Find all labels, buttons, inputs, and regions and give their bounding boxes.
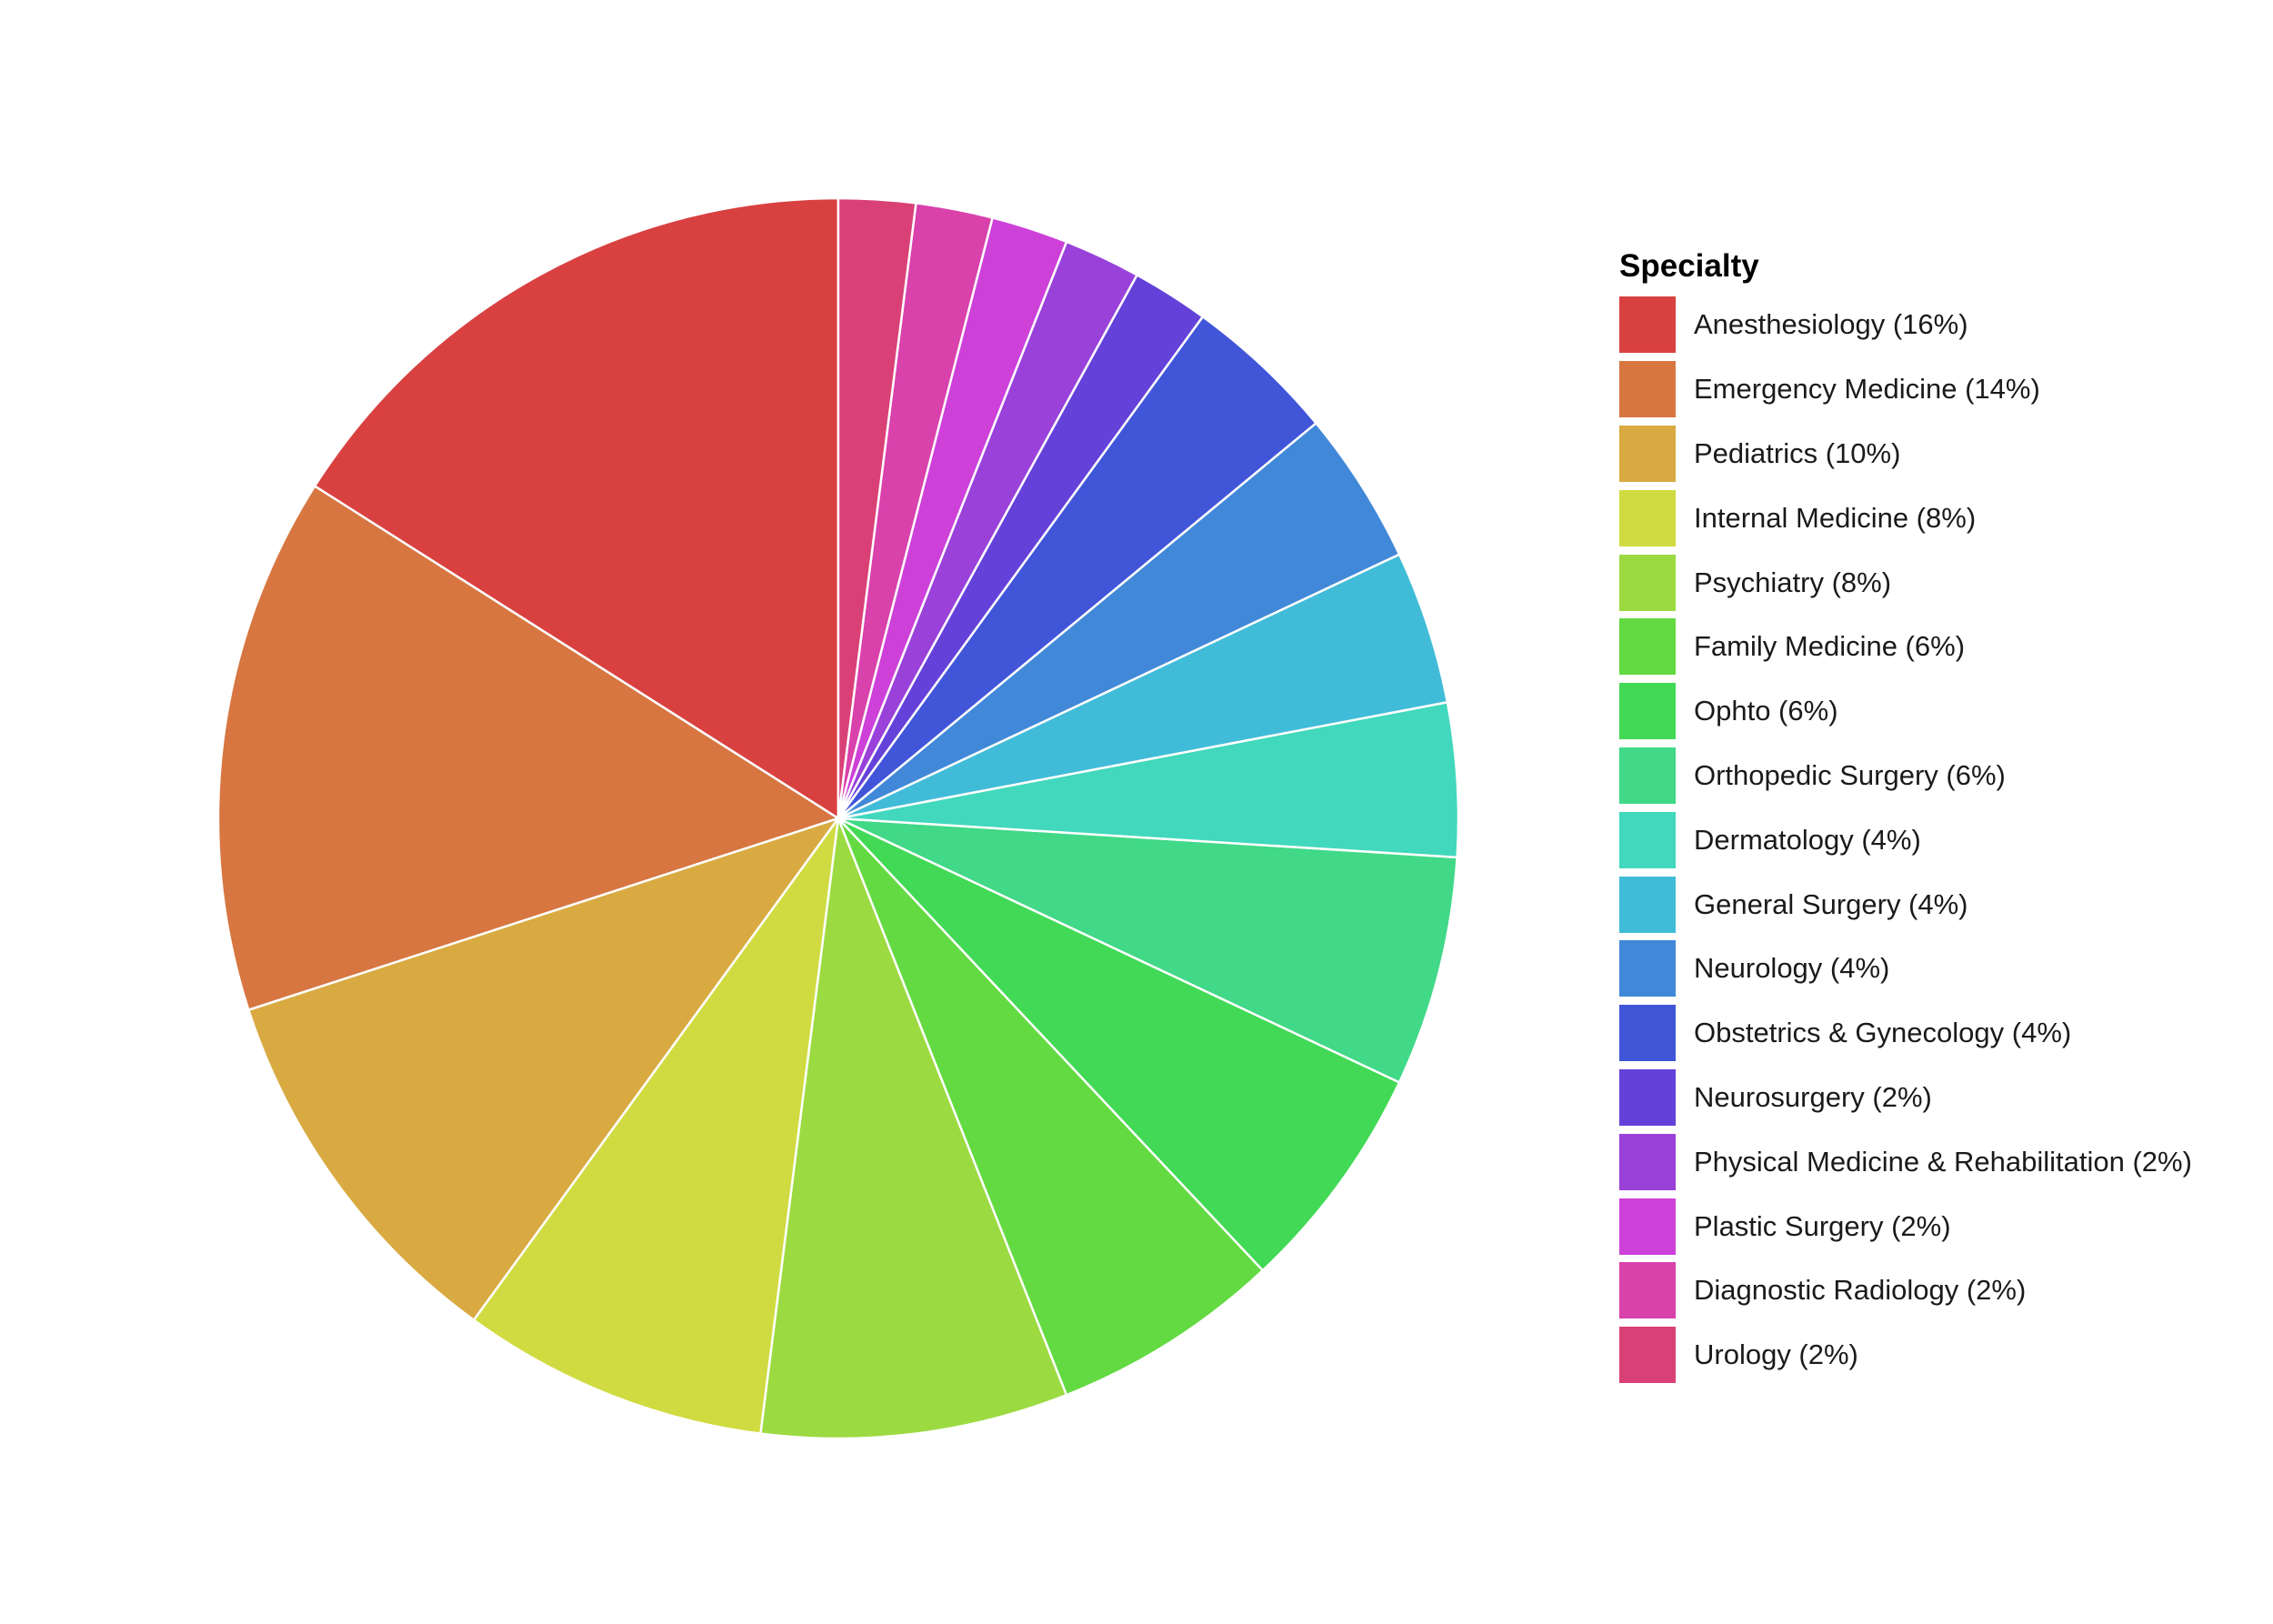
- legend-swatch: [1619, 1262, 1676, 1319]
- legend-label: Family Medicine (6%): [1694, 630, 1966, 663]
- legend-swatch: [1619, 876, 1676, 933]
- pie-slice-urology: [836, 196, 917, 820]
- legend-item: Pediatrics (10%): [1619, 422, 2192, 486]
- legend-swatch: [1619, 683, 1676, 740]
- legend-item: Neurology (4%): [1619, 937, 2192, 1001]
- legend-item: Orthopedic Surgery (6%): [1619, 744, 2192, 808]
- legend-swatch: [1619, 811, 1676, 868]
- legend-item: Ophto (6%): [1619, 679, 2192, 744]
- legend-label: General Surgery (4%): [1694, 887, 1968, 920]
- legend-swatch: [1619, 1133, 1676, 1190]
- legend-item: Psychiatry (8%): [1619, 550, 2192, 615]
- legend-item: Neurosurgery (2%): [1619, 1066, 2192, 1130]
- legend-swatch: [1619, 361, 1676, 418]
- legend: Specialty Anesthesiology (16%) Emergency …: [1619, 244, 2192, 1388]
- legend-item: Anesthesiology (16%): [1619, 293, 2192, 357]
- legend-label: Anesthesiology (16%): [1694, 308, 1968, 341]
- legend-label: Plastic Surgery (2%): [1694, 1209, 1951, 1242]
- legend-item: Obstetrics & Gynecology (4%): [1619, 1001, 2192, 1066]
- legend-label: Urology (2%): [1694, 1338, 1858, 1371]
- legend-label: Emergency Medicine (14%): [1694, 373, 2040, 406]
- legend-title: Specialty: [1619, 248, 1759, 284]
- legend-swatch: [1619, 1005, 1676, 1062]
- legend-item: Dermatology (4%): [1619, 807, 2192, 872]
- legend-item: Urology (2%): [1619, 1323, 2192, 1388]
- legend-label: Obstetrics & Gynecology (4%): [1694, 1017, 2072, 1049]
- legend-item: Physical Medicine & Rehabilitation (2%): [1619, 1129, 2192, 1194]
- pie-chart: [216, 196, 1460, 1440]
- legend-label: Neurosurgery (2%): [1694, 1080, 1932, 1113]
- legend-items: Anesthesiology (16%) Emergency Medicine (…: [1619, 293, 2192, 1388]
- pie-slice-internal-medicine: [472, 817, 840, 1435]
- legend-swatch: [1619, 1068, 1676, 1126]
- legend-item: Diagnostic Radiology (2%): [1619, 1258, 2192, 1323]
- legend-label: Neurology (4%): [1694, 952, 1890, 985]
- pie-slice-emergency-medicine: [216, 485, 840, 1011]
- legend-swatch: [1619, 940, 1676, 997]
- legend-swatch: [1619, 1198, 1676, 1255]
- legend-label: Psychiatry (8%): [1694, 566, 1892, 598]
- legend-label: Internal Medicine (8%): [1694, 501, 1977, 534]
- pie-slice-pediatrics: [247, 817, 840, 1321]
- legend-label: Physical Medicine & Rehabilitation (2%): [1694, 1145, 2192, 1178]
- legend-swatch: [1619, 296, 1676, 354]
- legend-item: Emergency Medicine (14%): [1619, 357, 2192, 422]
- legend-swatch: [1619, 1327, 1676, 1384]
- legend-label: Diagnostic Radiology (2%): [1694, 1274, 2027, 1307]
- legend-label: Ophto (6%): [1694, 695, 1838, 727]
- legend-label: Dermatology (4%): [1694, 823, 1921, 856]
- pie-slice-family-medicine: [836, 817, 1265, 1397]
- legend-swatch: [1619, 554, 1676, 611]
- pie-slice-anesthesiology: [313, 196, 840, 820]
- legend-item: Internal Medicine (8%): [1619, 486, 2192, 550]
- legend-swatch: [1619, 425, 1676, 482]
- legend-item: Plastic Surgery (2%): [1619, 1194, 2192, 1258]
- legend-swatch: [1619, 618, 1676, 676]
- pie-slice-psychiatry: [759, 817, 1068, 1440]
- legend-item: General Surgery (4%): [1619, 872, 2192, 937]
- legend-label: Pediatrics (10%): [1694, 436, 1901, 469]
- legend-item: Family Medicine (6%): [1619, 615, 2192, 679]
- legend-label: Orthopedic Surgery (6%): [1694, 758, 2006, 791]
- legend-swatch: [1619, 747, 1676, 804]
- legend-swatch: [1619, 489, 1676, 546]
- pie-slice-ophto: [836, 817, 1401, 1272]
- pie-slice-orthopedic-surgery: [836, 817, 1458, 1084]
